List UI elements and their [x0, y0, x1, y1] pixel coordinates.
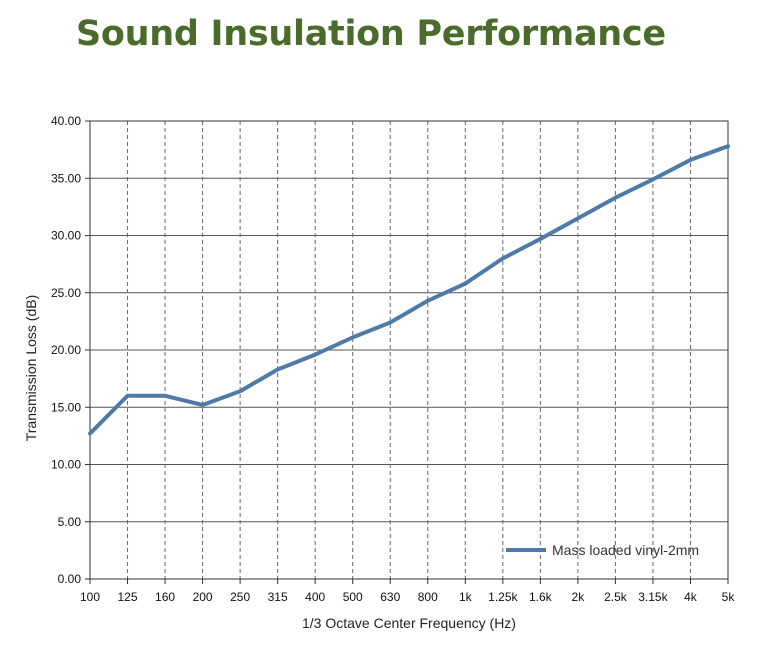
data-point [277, 368, 279, 370]
x-tick-label: 1.6k [529, 590, 553, 604]
x-axis-ticks: 100 125 160 200 250 315 400 500 630 800 1k 1.25k 1.6… [80, 590, 735, 604]
x-tick-label: 160 [155, 590, 175, 604]
y-tick-label: 15.00 [51, 400, 81, 414]
data-point [577, 217, 579, 219]
data-point [352, 336, 354, 338]
x-tick-label: 500 [343, 590, 363, 604]
legend-label: Mass loaded vinyl-2mm [552, 542, 699, 558]
x-tick-label: 100 [80, 590, 100, 604]
x-tick-label: 125 [118, 590, 138, 604]
chart-title: Sound Insulation Performance [76, 14, 666, 54]
data-point [239, 390, 241, 392]
y-tick-label: 20.00 [51, 343, 81, 357]
y-axis-ticks: 0.00 5.00 10.00 15.00 20.00 25.00 30.00 35.00 40… [51, 114, 81, 586]
x-tick-label: 2.5k [604, 590, 628, 604]
data-point [652, 178, 654, 180]
x-tick-label: 5k [722, 590, 736, 604]
x-tick-label: 400 [305, 590, 325, 604]
plot-frame [85, 120, 729, 584]
legend: Mass loaded vinyl-2mm [506, 542, 699, 558]
y-tick-label: 5.00 [58, 515, 82, 529]
x-tick-label: 3.15k [638, 590, 668, 604]
x-axis-label: 1/3 Octave Center Frequency (Hz) [302, 615, 516, 631]
x-tick-label: 1.25k [488, 590, 518, 604]
data-point [614, 197, 616, 199]
series-layer [88, 144, 730, 436]
data-point [127, 395, 129, 397]
x-tick-label: 200 [193, 590, 213, 604]
y-tick-label: 10.00 [51, 458, 81, 472]
plot-border [89, 120, 729, 580]
data-point [89, 433, 91, 435]
data-point [689, 159, 691, 161]
x-tick-label: 800 [418, 590, 438, 604]
data-point [202, 404, 204, 406]
series-line [88, 144, 730, 436]
x-tick-label: 630 [380, 590, 400, 604]
y-tick-label: 30.00 [51, 229, 81, 243]
data-point [727, 145, 729, 147]
data-point [389, 322, 391, 324]
x-tick-label: 4k [684, 590, 698, 604]
x-tick-label: 315 [268, 590, 288, 604]
y-tick-label: 35.00 [51, 171, 81, 185]
y-tick-label: 0.00 [58, 572, 82, 586]
x-tick-label: 250 [230, 590, 250, 604]
data-point [502, 257, 504, 259]
data-point [427, 300, 429, 302]
x-tick-label: 2k [572, 590, 586, 604]
y-tick-label: 40.00 [51, 114, 81, 128]
data-point [164, 395, 166, 397]
data-point [539, 238, 541, 240]
x-tick-label: 1k [459, 590, 473, 604]
data-point [314, 354, 316, 356]
data-point [464, 283, 466, 285]
y-axis-label: Transmission Loss (dB) [23, 295, 39, 442]
y-tick-label: 25.00 [51, 286, 81, 300]
